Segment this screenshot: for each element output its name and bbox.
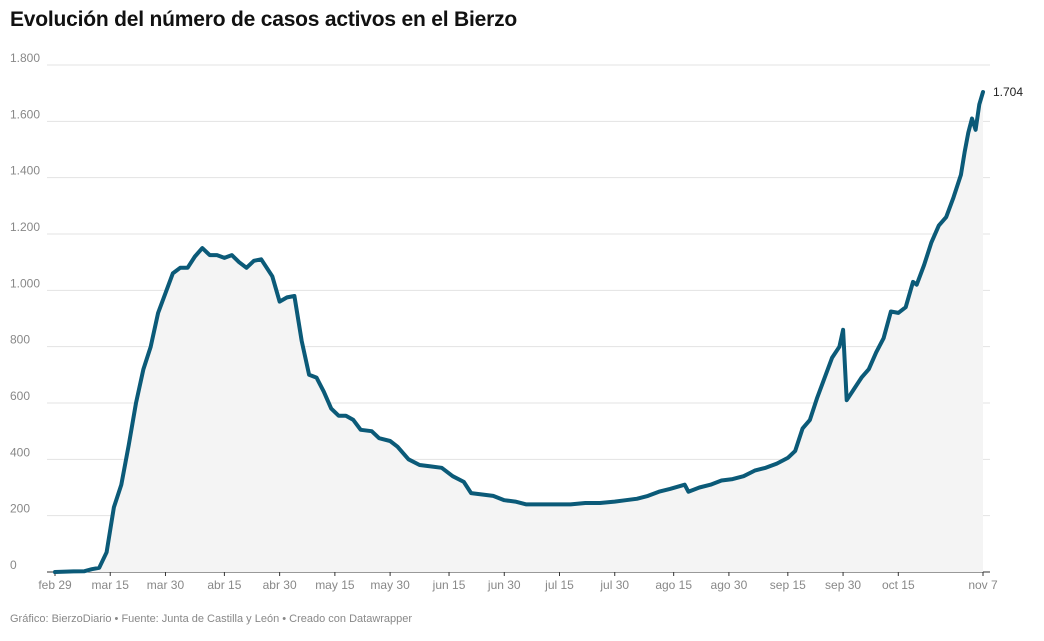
x-tick-label: nov 7 bbox=[968, 578, 998, 592]
footer-credit: Gráfico: BierzoDiario • Fuente: Junta de… bbox=[10, 613, 412, 625]
chart-title: Evolución del número de casos activos en… bbox=[10, 8, 517, 31]
x-tick-label: may 15 bbox=[315, 578, 355, 592]
y-tick-label: 1.600 bbox=[10, 107, 40, 121]
y-tick-label: 400 bbox=[10, 445, 30, 459]
y-tick-label: 1.000 bbox=[10, 276, 40, 290]
x-tick-label: jul 30 bbox=[599, 578, 629, 592]
x-tick-label: jun 15 bbox=[432, 578, 466, 592]
y-tick-label: 1.400 bbox=[10, 164, 40, 178]
x-tick-label: jul 15 bbox=[544, 578, 574, 592]
x-tick-label: mar 15 bbox=[92, 578, 130, 592]
area-fill bbox=[55, 92, 983, 572]
x-axis-ticks: feb 29 mar 15 mar 30 abr 15 abr 30 may 15 may … bbox=[38, 572, 998, 592]
x-tick-label: may 30 bbox=[370, 578, 410, 592]
footer-text: Gráfico: BierzoDiario • Fuente: Junta de… bbox=[10, 613, 413, 625]
x-tick-label: abr 15 bbox=[207, 578, 241, 592]
y-tick-label: 200 bbox=[10, 502, 30, 516]
x-tick-label: ago 30 bbox=[711, 578, 748, 592]
x-tick-label: ago 15 bbox=[655, 578, 692, 592]
y-tick-label: 600 bbox=[10, 389, 30, 403]
x-tick-label: jun 30 bbox=[487, 578, 521, 592]
series-line bbox=[53, 90, 985, 574]
x-tick-label: oct 15 bbox=[882, 578, 915, 592]
x-tick-label: feb 29 bbox=[38, 578, 72, 592]
y-tick-label: 0 bbox=[10, 558, 17, 572]
end-value-label: 1.704 bbox=[993, 85, 1023, 99]
y-tick-label: 1.800 bbox=[10, 51, 40, 65]
y-axis-ticks: 0 200 400 600 800 1.000 1.200 1.400 1.600 1.800 bbox=[10, 51, 40, 572]
y-tick-label: 1.200 bbox=[10, 220, 40, 234]
y-tick-label: 800 bbox=[10, 333, 30, 347]
end-label-group: 1.704 bbox=[993, 85, 1023, 99]
x-tick-label: mar 30 bbox=[147, 578, 185, 592]
x-tick-label: sep 30 bbox=[825, 578, 861, 592]
x-tick-label: abr 30 bbox=[263, 578, 297, 592]
x-tick-label: sep 15 bbox=[770, 578, 806, 592]
